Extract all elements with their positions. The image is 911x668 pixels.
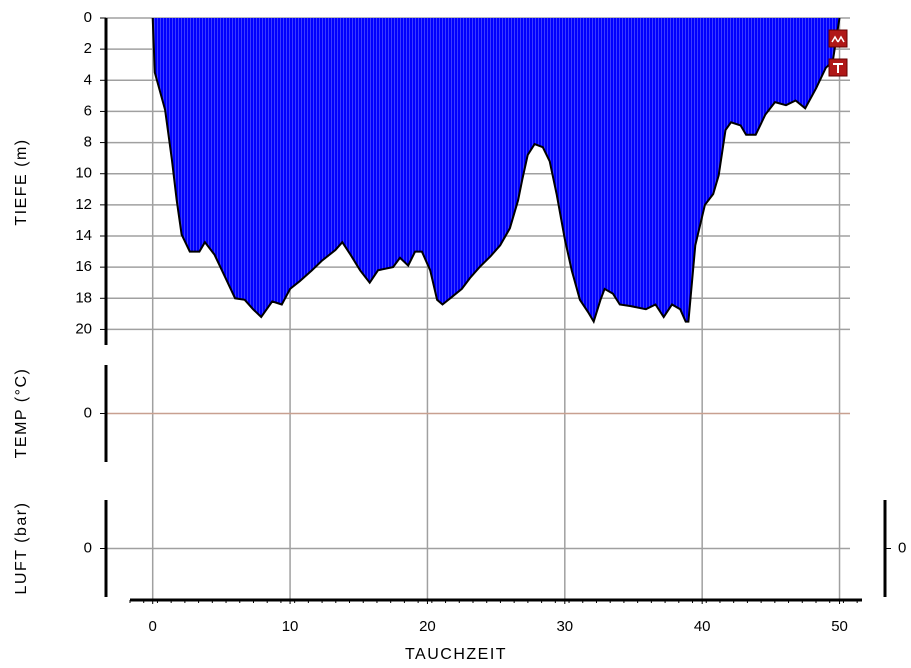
x-tick-label: 40: [694, 618, 711, 635]
y-tick-label: 0: [84, 9, 92, 26]
y-tick-label: 4: [84, 71, 92, 88]
x-axis-title: TAUCHZEIT: [405, 646, 507, 663]
x-tick-label: 0: [149, 618, 157, 635]
y-axis-title: TEMP (°C): [13, 368, 30, 459]
depth-area: [152, 18, 840, 322]
y-tick-label: 0: [84, 539, 92, 556]
x-tick-label: 20: [419, 618, 436, 635]
y-tick-label: 0: [84, 404, 92, 421]
x-tick-label: 50: [831, 618, 848, 635]
y-axis-title: LUFT (bar): [13, 502, 30, 595]
x-tick-label: 10: [282, 618, 299, 635]
icon-ascent-warning: [828, 29, 848, 48]
y-tick-label: 14: [75, 227, 92, 244]
y-axis-title: TIEFE (m): [13, 138, 30, 225]
y-tick-label: 20: [75, 320, 92, 337]
y-tick-label: 8: [84, 134, 92, 151]
y-tick-label: 12: [75, 196, 92, 213]
y2-tick-label: 0: [898, 539, 906, 556]
depth-line: [151, 17, 841, 325]
y-tick-label: 6: [84, 102, 92, 119]
x-tick-label: 30: [556, 618, 573, 635]
y-tick-label: 10: [75, 165, 92, 182]
y-tick-label: 16: [75, 258, 92, 275]
dive-icons: [828, 29, 848, 77]
y-tick-label: 2: [84, 40, 92, 57]
y-tick-label: 18: [75, 289, 92, 306]
